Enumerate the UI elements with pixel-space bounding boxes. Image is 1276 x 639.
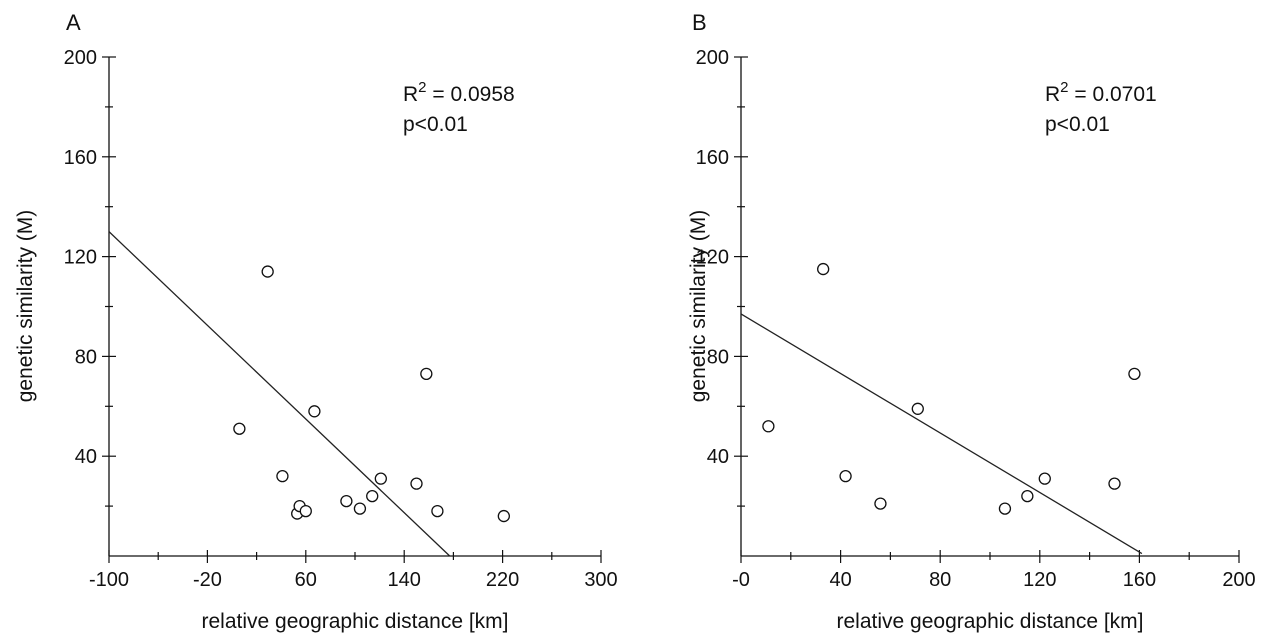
panel-a-data-point [353,502,367,515]
panel-a-plot: 40 80 120 160 200 -100 -20 60 140 220 300 [64,47,618,591]
panel-a: A 40 80 120 160 200 -100 -20 60 140 220 300 R2 = 0… [14,10,618,633]
panel-a-y-tick-label: 40 [75,446,97,468]
panel-b-data-point [762,420,775,433]
panel-a-data-point [410,477,423,490]
panel-b-data-point [874,497,887,510]
panel-a-x-tick-label: -100 [89,569,129,591]
panel-a-x-tick-label: 220 [486,569,519,591]
panel-a-y-tick-label: 80 [75,346,97,368]
panel-a-label: A [66,10,81,35]
panel-a-data-point [366,489,379,503]
panel-b-data-point [998,502,1012,515]
panel-b-plot: 40 80 120 160 200 -0 40 80 120 160 200 [696,47,1256,591]
panel-a-x-tick-label: 140 [388,569,421,591]
panel-b-label: B [692,10,707,35]
panel-a-y-axis-label: genetic similarity (M) [14,210,37,403]
panel-a-r2-superscript: 2 [418,79,426,96]
panel-b-r2-prefix: R [1045,83,1060,106]
panel-a-data-point [497,509,510,523]
panel-b: B 40 80 120 160 200 -0 40 80 120 160 200 R2 = 0.07… [687,10,1256,633]
panel-b-x-tick-label: 160 [1123,569,1156,591]
panel-b-x-tick-label: 80 [929,569,951,591]
panel-b-y-tick-label: 160 [696,147,729,169]
panel-a-data-point [276,470,289,483]
panel-a-x-tick-label: 60 [295,569,317,591]
panel-a-data-point [261,265,274,278]
panel-b-r2-superscript: 2 [1060,79,1068,96]
panel-b-x-tick-label: 120 [1023,569,1056,591]
panel-a-x-axis-label: relative geographic distance [km] [202,610,509,633]
panel-b-y-tick-label: 200 [696,47,729,69]
panel-a-annotation-r2: R2 = 0.0958 [403,79,515,106]
panel-a-y-tick-label: 200 [64,47,97,69]
panel-b-data-point [1038,472,1051,485]
panel-b-annotation-p: p<0.01 [1045,113,1110,136]
panel-a-data-point [340,494,353,508]
panel-a-r2-prefix: R [403,83,418,106]
panel-b-data-point [839,470,852,483]
panel-a-data-point [299,504,312,518]
panel-a-x-tick-label: 300 [584,569,617,591]
panel-a-data-point [374,472,387,485]
panel-b-data-point [1108,477,1121,490]
panel-a-y-tick-label: 160 [64,147,97,169]
panel-b-x-tick-label: 200 [1222,569,1255,591]
panel-b-regression-line [740,313,1143,555]
panel-a-y-tick-label: 120 [64,247,97,269]
panel-a-x-tick-label: -20 [193,569,222,591]
panel-b-data-point [1128,367,1141,381]
panel-b-x-tick-label: -0 [732,569,750,591]
panel-b-y-tick-label: 80 [707,346,729,368]
panel-b-data-point [911,402,924,415]
panel-b-x-axis-label: relative geographic distance [km] [837,610,1144,633]
panel-b-data-point [1021,489,1034,503]
panel-b-r2-value: = 0.0701 [1069,83,1157,106]
panel-b-y-tick-label: 120 [696,247,729,269]
panel-a-regression-line [108,231,451,557]
panel-a-r2-value: = 0.0958 [427,83,515,106]
panel-a-annotation-p: p<0.01 [403,113,468,136]
panel-b-x-tick-label: 40 [829,569,851,591]
panel-b-annotation-r2: R2 = 0.0701 [1045,79,1157,106]
panel-a-data-point [233,422,246,435]
panel-b-data-point [817,262,830,276]
panel-a-data-point [308,405,321,418]
panel-a-data-point [420,367,433,381]
panel-b-y-axis-label: genetic similarity (M) [687,210,710,403]
panel-a-data-point [431,504,444,518]
panel-b-y-tick-label: 40 [707,446,729,468]
